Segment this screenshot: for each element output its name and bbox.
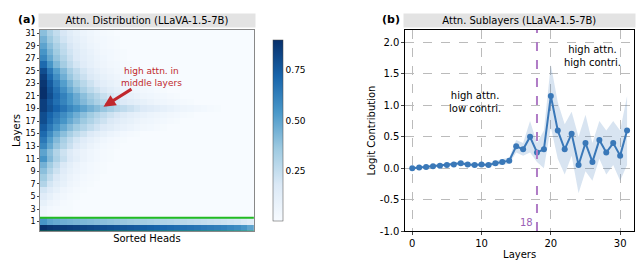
svg-text:(a): (a) [18, 13, 35, 26]
svg-text:0.0: 0.0 [383, 163, 399, 174]
svg-text:high attn. inmiddle layers: high attn. inmiddle layers [121, 66, 182, 88]
svg-text:0.5: 0.5 [383, 131, 399, 142]
svg-text:30: 30 [614, 238, 627, 249]
svg-text:18: 18 [520, 217, 533, 228]
svg-text:0: 0 [409, 238, 415, 249]
svg-text:19: 19 [25, 104, 35, 113]
svg-text:13: 13 [25, 142, 35, 151]
svg-text:21: 21 [25, 92, 35, 101]
svg-text:5: 5 [31, 192, 36, 201]
svg-text:Attn. Sublayers (LLaVA-1.5-7B): Attn. Sublayers (LLaVA-1.5-7B) [442, 15, 596, 26]
svg-text:1: 1 [31, 217, 36, 226]
svg-text:0.25: 0.25 [286, 166, 306, 176]
svg-text:7: 7 [31, 180, 36, 189]
svg-text:high attn.low contri.: high attn.low contri. [449, 90, 501, 114]
svg-text:15: 15 [25, 129, 35, 138]
svg-text:Layers: Layers [503, 249, 536, 260]
svg-text:Attn. Distribution (LLaVA-1.5-: Attn. Distribution (LLaVA-1.5-7B) [65, 15, 228, 26]
svg-text:-1.0: -1.0 [380, 226, 400, 237]
svg-text:31: 31 [25, 29, 35, 38]
svg-text:1.0: 1.0 [383, 100, 399, 111]
svg-text:17: 17 [25, 117, 35, 126]
svg-text:11: 11 [25, 155, 35, 164]
svg-text:29: 29 [25, 42, 35, 51]
svg-text:Sorted Heads: Sorted Heads [113, 233, 181, 244]
svg-text:25: 25 [25, 67, 35, 76]
svg-text:23: 23 [25, 79, 35, 88]
svg-text:Layers: Layers [11, 114, 22, 147]
svg-text:9: 9 [31, 167, 36, 176]
svg-text:-0.5: -0.5 [380, 194, 400, 205]
svg-text:27: 27 [25, 54, 35, 63]
svg-text:0.75: 0.75 [286, 65, 306, 75]
svg-text:20: 20 [544, 238, 557, 249]
svg-text:2.0: 2.0 [383, 37, 399, 48]
svg-text:(b): (b) [382, 13, 400, 26]
svg-text:0.50: 0.50 [286, 116, 306, 126]
svg-text:Logit Contribution: Logit Contribution [366, 86, 377, 176]
svg-text:1.5: 1.5 [383, 68, 399, 79]
svg-text:3: 3 [31, 205, 36, 214]
svg-text:high attn.high contri.: high attn.high contri. [564, 44, 621, 68]
svg-text:10: 10 [475, 238, 488, 249]
